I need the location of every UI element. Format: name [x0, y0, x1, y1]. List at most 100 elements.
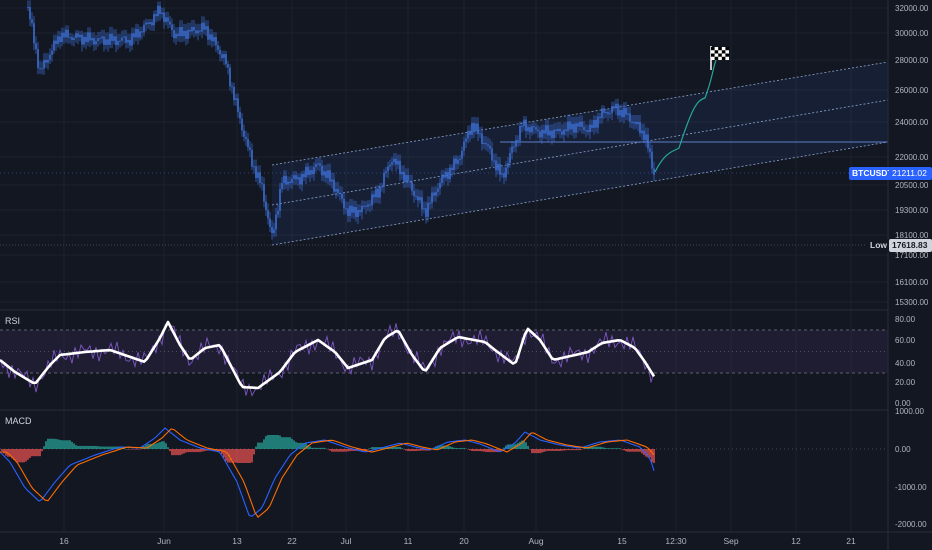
candle-body	[311, 170, 313, 175]
macd-histogram-bar	[571, 449, 573, 451]
candle-body	[477, 123, 479, 134]
macd-histogram-bar	[589, 446, 591, 449]
macd-histogram-bar	[581, 449, 583, 450]
candle-body	[159, 5, 161, 14]
macd-histogram-bar	[9, 449, 11, 457]
candle-body	[231, 86, 233, 88]
macd-histogram-bar	[305, 443, 307, 449]
candle-body	[395, 158, 397, 165]
candle-body	[429, 202, 431, 204]
channel-mid-line	[271, 99, 889, 206]
rsi-axis[interactable]: 80.00 60.00 40.00 20.00 0.00	[895, 315, 916, 408]
macd-histogram-bar	[105, 446, 107, 449]
macd-histogram-bar	[281, 437, 283, 449]
rsi-axis-label: 60.00	[895, 336, 916, 345]
candle-body	[467, 130, 469, 139]
candle-body	[53, 40, 55, 51]
macd-histogram-bar	[533, 449, 535, 454]
candle-body	[297, 177, 299, 180]
candle-body	[235, 98, 237, 101]
candle-body	[475, 123, 477, 132]
macd-histogram-bar	[25, 449, 27, 462]
candle-body	[179, 27, 181, 37]
candle-body	[645, 134, 647, 141]
candle-body	[155, 14, 157, 17]
macd-histogram-bar	[233, 449, 235, 463]
macd-histogram-bar	[453, 447, 455, 449]
macd-histogram-bar	[623, 449, 625, 451]
macd-histogram-bar	[511, 444, 513, 449]
candle-body	[409, 181, 411, 183]
macd-histogram-bar	[185, 449, 187, 453]
macd-histogram-bar	[579, 449, 581, 451]
candle-body	[621, 110, 623, 118]
candle-body	[153, 14, 155, 26]
macd-histogram-bar	[607, 448, 609, 449]
macd-histogram-bar	[407, 449, 409, 452]
macd-histogram-bar	[157, 442, 159, 449]
candle-body	[551, 130, 553, 138]
macd-histogram-bar	[77, 445, 79, 449]
candle-body	[375, 188, 377, 198]
candle-body	[215, 37, 217, 46]
macd-axis[interactable]: 1000.00 0.00 -1000.00 -2000.00	[895, 407, 927, 529]
candle-body	[91, 38, 93, 41]
macd-histogram-bar	[263, 439, 265, 449]
price-axis-label: 19300.00	[895, 206, 929, 215]
candle-body	[389, 164, 391, 167]
candle-body	[435, 191, 437, 196]
macd-histogram-bar	[239, 449, 241, 463]
candle-body	[521, 125, 523, 127]
candle-body	[537, 129, 539, 132]
macd-histogram-bar	[337, 449, 339, 452]
macd-histogram-bar	[83, 445, 85, 449]
candle-body	[553, 129, 555, 138]
candle-body	[239, 111, 241, 119]
macd-histogram-bar	[353, 449, 355, 451]
macd-histogram-bar	[231, 449, 233, 463]
candle-body	[103, 36, 105, 45]
macd-histogram-bar	[275, 435, 277, 449]
candle-body	[461, 150, 463, 159]
candle-body	[619, 110, 621, 116]
macd-histogram-bar	[313, 447, 315, 449]
candle-body	[437, 188, 439, 192]
time-axis[interactable]: 16 Jun 13 22 Jul 11 20 Aug 15 12:30 Sep 12 21	[59, 536, 856, 546]
macd-histogram-bar	[319, 447, 321, 449]
candle-body	[527, 127, 529, 132]
macd-histogram-bar	[559, 449, 561, 451]
price-axis[interactable]: 32000.00 30000.00 28000.00 26000.00 24000.00…	[895, 4, 929, 307]
macd-histogram-bar	[467, 449, 469, 450]
candle-body	[563, 129, 565, 135]
macd-histogram-bar	[635, 449, 637, 452]
candle-body	[119, 40, 121, 42]
macd-histogram-bar	[599, 446, 601, 449]
macd-histogram-bar	[255, 446, 257, 449]
macd-histogram-bar	[123, 448, 125, 449]
macd-histogram-bar	[561, 449, 563, 451]
candle-body	[61, 32, 63, 42]
macd-histogram-bar	[287, 437, 289, 449]
macd-histogram-bar	[219, 449, 221, 451]
macd-histogram-bar	[563, 449, 565, 451]
macd-histogram-bar	[327, 449, 329, 450]
candle-body	[439, 182, 441, 189]
candle-body	[213, 37, 215, 42]
candle-body	[433, 192, 435, 196]
candle-body	[313, 167, 315, 175]
macd-histogram-bar	[145, 444, 147, 449]
candle-body	[325, 171, 327, 178]
candle-body	[605, 112, 607, 114]
macd-histogram-bar	[475, 449, 477, 452]
candle-body	[99, 38, 101, 40]
candle-body	[489, 145, 491, 149]
candle-body	[569, 121, 571, 130]
candle-body	[219, 49, 221, 55]
macd-histogram-bar	[73, 443, 75, 449]
macd-histogram-bar	[461, 448, 463, 449]
candle-body	[121, 37, 123, 41]
candle-body	[265, 201, 267, 211]
candle-body	[543, 129, 545, 134]
candle-body	[451, 167, 453, 170]
